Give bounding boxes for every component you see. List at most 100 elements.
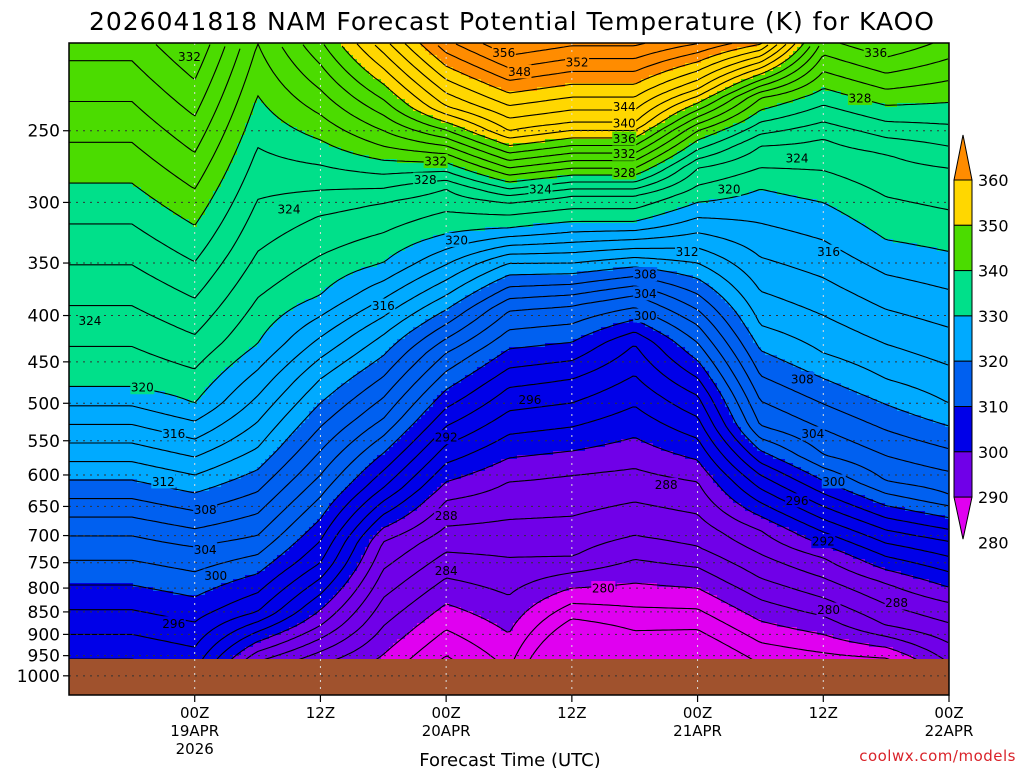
field-cell [345,51,350,152]
field-cell [369,539,374,664]
x-tick-label: 00Z [683,704,712,722]
field-cell [717,43,722,56]
field-cell [381,43,386,84]
x-tick-label: 19APR [170,722,219,740]
field-cell [549,275,554,344]
field-cell [629,223,634,268]
field-cell [533,91,538,144]
contour-label: 336 [613,132,636,146]
field-cell [793,195,798,368]
field-cell [425,619,430,695]
field-cell [209,199,214,384]
field-cell [549,179,554,224]
field-cell [781,195,786,360]
field-cell [345,487,350,584]
field-cell [641,79,646,136]
field-cell [529,275,534,348]
field-cell [733,83,738,124]
field-cell [373,159,378,268]
field-cell [353,571,358,672]
isentrope-320 [69,188,949,403]
field-cell [125,387,130,480]
field-cell [153,591,158,695]
field-cell [485,287,490,364]
field-cell [649,127,654,168]
field-cell [449,607,454,695]
field-cell [829,91,834,208]
contour-label: 324 [786,152,809,166]
field-cell [653,331,658,448]
field-cell [757,43,762,76]
field-cell [517,227,522,276]
field-cell [457,167,462,232]
isentrope-300 [69,319,949,598]
field-cell [221,43,226,180]
field-cell [525,143,530,180]
field-cell [677,207,682,276]
field-cell [901,43,906,104]
field-cell [885,43,890,108]
field-cell [445,311,450,392]
field-cell [497,179,502,228]
field-cell [545,139,550,180]
field-cell [905,43,910,104]
field-cell [673,115,678,156]
field-cell [853,99,858,220]
field-cell [905,103,910,244]
field-cell [129,479,134,584]
field-cell [517,275,522,348]
field-cell [889,507,894,572]
field-cell [241,43,246,136]
field-cell [417,43,422,112]
field-cell [925,579,930,668]
field-cell [733,423,738,504]
field-cell [501,91,506,144]
credit-link[interactable]: coolwx.com/models [859,747,1016,765]
field-cell [929,515,934,584]
field-cell [253,471,258,576]
field-cell [537,87,542,144]
field-cell [261,103,266,336]
field-cell [277,319,282,448]
field-cell [377,455,382,532]
field-cell [893,43,898,108]
field-cell [525,611,530,695]
field-cell [833,207,838,384]
field-cell [441,483,446,608]
field-cell [273,451,278,560]
field-cell [685,43,690,64]
field-cell [729,415,734,500]
field-cell [661,335,666,452]
field-cell [457,479,462,608]
field-cell [461,75,466,128]
field-cell [877,503,882,568]
field-cell [425,319,430,412]
field-cell [913,103,918,244]
contour-label-bg [565,55,590,70]
field-cell [621,175,626,224]
field-cell [741,47,746,80]
field-cell [69,43,74,184]
field-cell [917,579,922,660]
field-cell [613,323,618,444]
field-cell [589,335,594,448]
field-cell [189,223,194,404]
field-cell [437,611,442,695]
field-cell [789,195,794,364]
field-cell [617,583,622,695]
field-cell [921,247,926,420]
field-cell [677,587,682,695]
y-tick-label: 600 [28,466,60,486]
field-cell [653,43,658,76]
field-cell [809,95,814,200]
field-cell [289,43,294,128]
contour-label-bg [785,151,810,166]
contour-label-bg [675,244,700,259]
field-cell [469,171,474,232]
field-cell [781,459,786,528]
field-cell [485,227,490,288]
field-cell [841,551,846,640]
field-cell [477,79,482,136]
field-cell [577,339,582,452]
plot-frame [68,42,950,696]
